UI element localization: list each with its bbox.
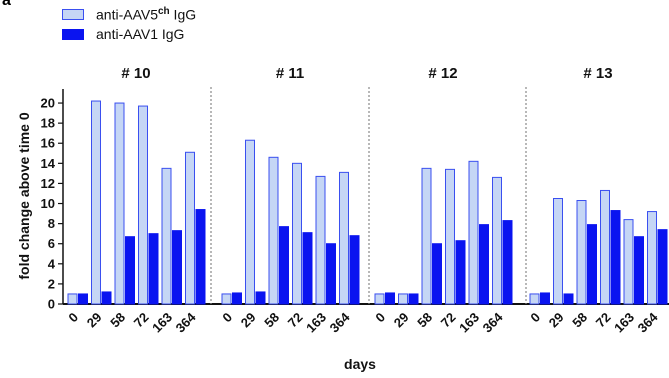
y-tick-label: 10 (41, 196, 55, 211)
bar-aav5 (268, 156, 279, 305)
bar-aav5 (468, 160, 479, 305)
y-tick-label: 0 (48, 297, 55, 312)
bar-aav5 (445, 168, 455, 305)
bar-aav1 (432, 243, 442, 305)
x-tick-label: 364 (173, 309, 199, 335)
legend: anti-AAV5ch IgG anti-AAV1 IgG (62, 4, 196, 44)
x-tick-label: 29 (391, 310, 412, 331)
bar-aav1 (279, 226, 289, 305)
x-tick-label: 364 (327, 309, 353, 335)
y-tick-label: 18 (41, 116, 55, 131)
x-tick-label: 29 (238, 310, 259, 331)
x-tick-label: 58 (414, 310, 435, 331)
bar-aav5 (114, 102, 125, 305)
legend-item-aav1: anti-AAV1 IgG (62, 24, 196, 44)
panel-title: # 11 (276, 65, 304, 82)
bar-aav1 (634, 236, 644, 305)
bar-aav1 (326, 243, 336, 305)
x-tick-label: 72 (285, 310, 306, 331)
x-tick-label: 364 (635, 309, 661, 335)
y-tick-label: 6 (48, 236, 55, 251)
x-tick-label: 0 (372, 310, 388, 326)
x-tick-label: 163 (456, 310, 482, 336)
bar-aav1 (408, 293, 419, 305)
bar-aav5 (138, 105, 148, 305)
bar-aav5 (67, 293, 78, 305)
x-tick-label: 163 (611, 310, 637, 336)
y-tick-label: 16 (41, 136, 55, 151)
bar-aav1 (255, 291, 266, 305)
bar-aav1 (232, 292, 242, 305)
bar-aav1 (385, 292, 395, 305)
bar-aav5 (623, 219, 634, 305)
bar-aav5 (553, 198, 563, 305)
x-tick-label: 72 (131, 310, 152, 331)
x-tick-label: 29 (546, 310, 567, 331)
y-tick-label: 12 (41, 176, 55, 191)
bar-aav1 (148, 233, 159, 305)
x-tick-label: 58 (569, 310, 590, 331)
bar-aav1 (195, 209, 206, 305)
bar-aav5 (245, 139, 255, 305)
bar-aav1 (78, 293, 88, 305)
bar-aav5 (374, 293, 385, 305)
legend-label-aav1: anti-AAV1 IgG (96, 26, 185, 42)
bar-aav5 (647, 211, 657, 305)
panel-title: # 12 (428, 65, 457, 82)
bar-aav5 (91, 100, 101, 305)
panel-title: # 10 (121, 65, 150, 82)
x-tick-label: 163 (149, 310, 175, 336)
bar-aav1 (349, 235, 360, 305)
x-tick-label: 364 (480, 309, 506, 335)
bar-aav5 (600, 189, 610, 305)
legend-item-aav5: anti-AAV5ch IgG (62, 4, 196, 24)
bar-aav5 (315, 175, 326, 305)
x-tick-label: 58 (107, 310, 128, 331)
bar-aav5 (292, 162, 302, 305)
x-tick-label: 58 (261, 310, 282, 331)
bar-aav5 (492, 176, 502, 305)
bar-aav1 (125, 236, 135, 305)
panel-letter: a (2, 0, 11, 9)
x-tick-label: 0 (219, 310, 235, 326)
bar-aav1 (172, 230, 182, 305)
bar-aav1 (610, 210, 621, 305)
bar-aav5 (421, 167, 432, 305)
legend-label-aav5: anti-AAV5ch IgG (96, 5, 197, 23)
x-tick-label: 163 (303, 310, 329, 336)
legend-swatch-aav1 (62, 28, 84, 40)
bar-aav1 (479, 224, 489, 305)
bar-aav1 (502, 220, 513, 305)
bar-aav5 (339, 171, 349, 305)
bar-aav5 (529, 293, 540, 305)
bar-aav1 (455, 240, 466, 305)
y-tick-label: 14 (41, 156, 56, 171)
panel-title: # 13 (583, 65, 612, 82)
bar-aav1 (101, 291, 112, 305)
x-tick-label: 0 (527, 310, 543, 326)
bar-aav5 (221, 293, 232, 305)
bar-aav5 (161, 167, 172, 305)
y-tick-label: 4 (48, 256, 56, 271)
bar-aav1 (540, 292, 550, 305)
x-tick-label: 0 (65, 310, 81, 326)
bar-aav1 (302, 232, 313, 305)
y-tick-label: 2 (48, 276, 55, 291)
y-tick-label: 8 (48, 216, 55, 231)
bar-aav1 (587, 224, 597, 305)
bar-aav5 (576, 200, 587, 305)
bar-aav5 (185, 151, 195, 305)
legend-swatch-aav5 (62, 8, 84, 20)
x-tick-label: 72 (438, 310, 459, 331)
x-tick-label: 29 (84, 310, 105, 331)
bar-aav5 (398, 293, 408, 305)
x-axis-label: days (344, 356, 376, 372)
y-tick-label: 20 (41, 96, 55, 111)
x-tick-label: 72 (593, 310, 614, 331)
bar-aav1 (657, 229, 668, 305)
bar-aav1 (563, 293, 574, 305)
